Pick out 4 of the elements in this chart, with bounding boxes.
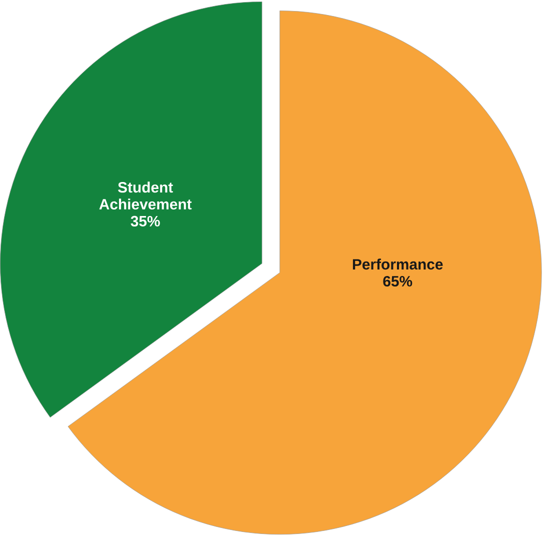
slice-label: Student Achievement bbox=[99, 182, 192, 210]
slice-label: Performance bbox=[352, 258, 443, 270]
data-label: 65% bbox=[383, 276, 412, 287]
data-label: 35% bbox=[130, 216, 160, 227]
